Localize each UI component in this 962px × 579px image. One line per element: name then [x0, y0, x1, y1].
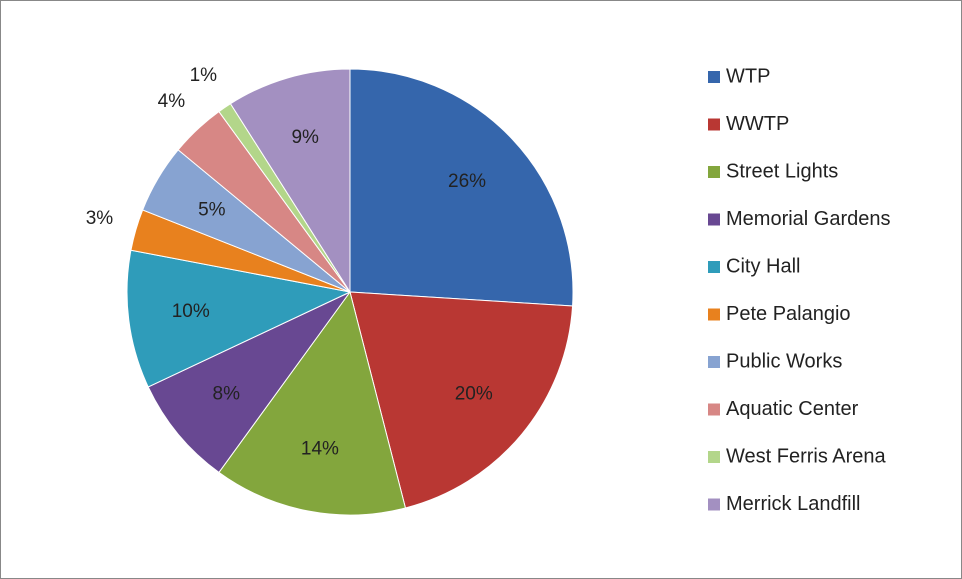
data-label: 8% [213, 383, 241, 404]
data-label: 10% [172, 301, 210, 322]
legend-swatch [708, 498, 720, 511]
pie-slice [349, 291, 574, 509]
legend-label: Public Works [726, 350, 842, 372]
pie-slice [218, 290, 407, 516]
data-label: 26% [448, 171, 486, 192]
legend-swatch [708, 451, 720, 463]
legend-label: WTP [726, 65, 770, 87]
legend-label: Memorial Gardens [726, 208, 891, 230]
pie-slice [349, 68, 574, 307]
data-label: 14% [301, 439, 339, 460]
pie-slice [229, 68, 351, 294]
legend-swatch [708, 403, 720, 416]
legend-swatch [708, 261, 720, 273]
legend-swatch [708, 356, 720, 368]
pie-slice [147, 291, 351, 474]
data-label: 3% [86, 208, 114, 229]
pie-slice [126, 249, 352, 388]
data-label: 20% [455, 383, 493, 404]
legend-swatch [708, 71, 720, 83]
legend-swatch [708, 166, 720, 178]
legend-swatch [708, 118, 720, 131]
data-label: 1% [190, 65, 218, 86]
legend-label: Aquatic Center [726, 398, 859, 420]
legend-label: Merrick Landfill [726, 493, 860, 515]
data-label: 4% [158, 91, 186, 112]
legend-label: City Hall [726, 255, 800, 277]
legend-label: West Ferris Arena [726, 445, 887, 467]
legend-swatch [708, 308, 720, 321]
legend-label: Pete Palangio [726, 303, 851, 325]
data-label: 5% [198, 199, 226, 220]
data-label: 9% [291, 127, 319, 148]
legend-label: WWTP [726, 113, 789, 135]
legend-swatch [708, 213, 720, 226]
legend-label: Street Lights [726, 160, 838, 182]
